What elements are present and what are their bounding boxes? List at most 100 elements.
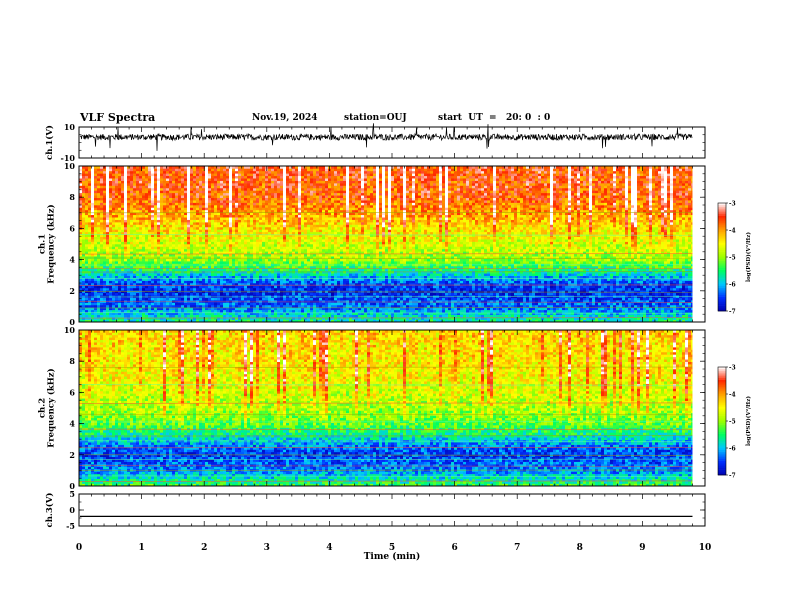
psd-cell [79, 239, 83, 242]
psd-cell [157, 170, 161, 174]
psd-cell [298, 231, 302, 235]
psd-cell [199, 190, 203, 194]
psd-cell [301, 217, 305, 220]
psd-cell [241, 185, 245, 189]
psd-cell [97, 256, 101, 259]
psd-cell [139, 234, 143, 237]
psd-cell [220, 275, 224, 279]
psd-cell [97, 287, 101, 291]
psd-cell [292, 222, 296, 225]
psd-cell [91, 234, 95, 237]
psd-cell [232, 300, 236, 303]
psd-cell [292, 226, 296, 230]
psd-cell [103, 192, 107, 196]
psd-cell [97, 229, 101, 233]
psd-cell [88, 258, 92, 262]
psd-cell [271, 253, 275, 257]
psd-cell [259, 258, 263, 262]
psd-cell [304, 256, 308, 259]
psd-cell [136, 168, 140, 172]
psd-cell [157, 261, 161, 264]
psd-cell [115, 222, 119, 225]
psd-cell [124, 197, 128, 201]
psd-cell [229, 304, 233, 308]
psd-cell [250, 300, 254, 303]
psd-cell [148, 190, 152, 194]
psd-cell [265, 248, 269, 252]
psd-cell [259, 185, 263, 189]
psd-cell [187, 304, 191, 308]
psd-cell [139, 248, 143, 252]
psd-cell [94, 317, 98, 320]
psd-cell [112, 236, 116, 240]
psd-cell [91, 192, 95, 196]
psd-cell [172, 319, 176, 322]
psd-cell [271, 209, 275, 213]
psd-cell [106, 319, 110, 322]
psd-cell [121, 273, 125, 276]
psd-cell [166, 226, 170, 230]
psd-cell [133, 256, 137, 259]
psd-cell [190, 226, 194, 230]
psd-cell [115, 273, 119, 276]
psd-cell [157, 180, 161, 184]
psd-cell [211, 234, 215, 237]
psd-cell [142, 304, 146, 308]
psd-cell [256, 302, 260, 306]
psd-cell [112, 265, 116, 269]
psd-cell [145, 195, 149, 198]
psd-cell [226, 278, 230, 281]
psd-cell [118, 180, 122, 184]
psd-cell [229, 268, 233, 272]
psd-cell [115, 180, 119, 184]
psd-cell [106, 297, 110, 301]
psd-cell [253, 268, 257, 272]
psd-cell [193, 229, 197, 233]
psd-cell [298, 236, 302, 240]
psd-cell [223, 239, 227, 242]
psd-cell [280, 207, 284, 211]
psd-cell [271, 200, 275, 203]
psd-cell [217, 190, 221, 194]
psd-cell [169, 217, 173, 220]
psd-cell [253, 292, 257, 296]
psd-cell [94, 195, 98, 198]
psd-cell [97, 173, 101, 177]
psd-cell [160, 212, 164, 216]
psd-cell [283, 231, 287, 235]
psd-cell [139, 200, 143, 203]
psd-cell [244, 304, 248, 308]
psd-cell [235, 170, 239, 174]
psd-cell [79, 244, 83, 247]
psd-cell [277, 200, 281, 203]
psd-cell [82, 185, 86, 189]
psd-cell [241, 248, 245, 252]
psd-cell [238, 251, 242, 255]
psd-cell [256, 180, 260, 184]
psd-cell [103, 205, 107, 208]
psd-cell [121, 251, 125, 255]
psd-cell [199, 183, 203, 186]
psd-cell [79, 214, 83, 218]
psd-cell [232, 317, 236, 320]
psd-cell [178, 185, 182, 189]
psd-cell [211, 202, 215, 206]
psd-cell [238, 246, 242, 250]
psd-cell [97, 241, 101, 245]
psd-cell [253, 168, 257, 172]
psd-cell [193, 287, 197, 291]
psd-cell [295, 236, 299, 240]
psd-cell [94, 209, 98, 213]
psd-cell [100, 226, 104, 230]
psd-cell [286, 265, 290, 269]
psd-cell [256, 183, 260, 186]
psd-cell [250, 295, 254, 298]
psd-cell [109, 180, 113, 184]
psd-cell [109, 292, 113, 296]
psd-cell [268, 251, 272, 255]
psd-cell [160, 236, 164, 240]
psd-cell [190, 236, 194, 240]
psd-cell [262, 229, 266, 233]
psd-cell [277, 268, 281, 272]
psd-cell [268, 180, 272, 184]
